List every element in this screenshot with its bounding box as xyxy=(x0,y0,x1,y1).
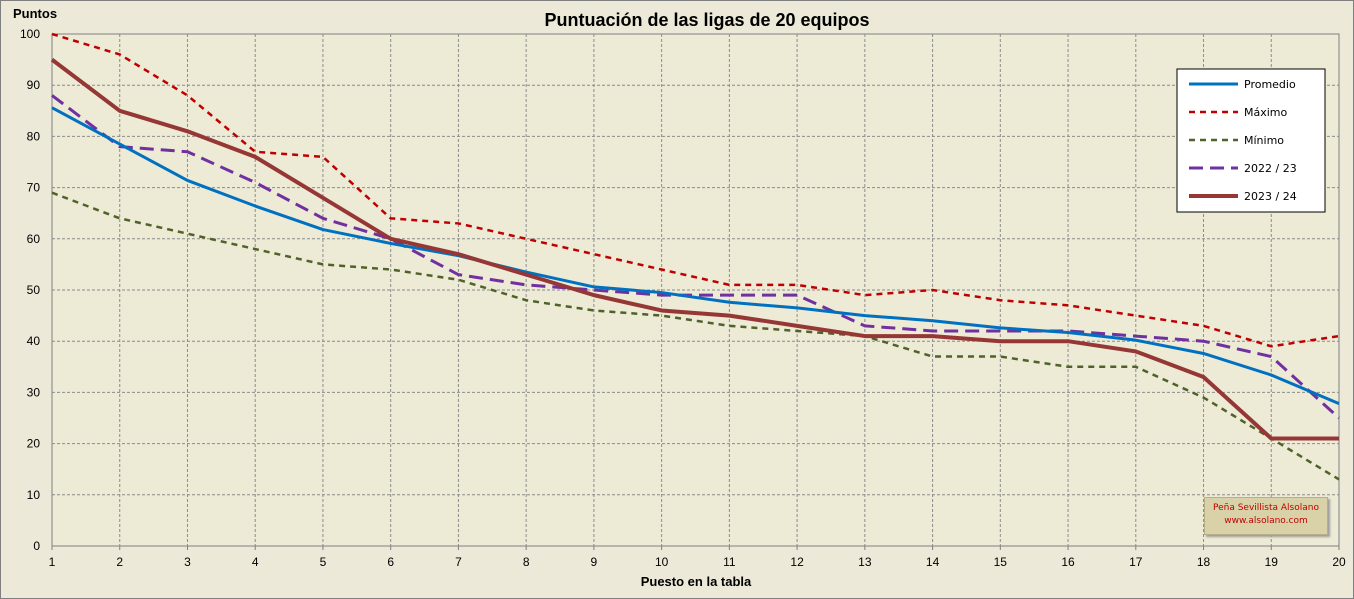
y-axis-title: Puntos xyxy=(13,6,57,21)
y-tick-label: 80 xyxy=(27,129,41,143)
series-layer xyxy=(50,32,1341,481)
y-tick-label: 100 xyxy=(20,27,40,41)
y-tick-label: 50 xyxy=(27,283,41,297)
x-tick-label: 17 xyxy=(1129,555,1143,569)
x-tick-label: 15 xyxy=(994,555,1008,569)
y-tick-label: 60 xyxy=(27,232,41,246)
y-tick-label: 40 xyxy=(27,334,41,348)
gridlines xyxy=(51,34,1340,550)
x-tick-label: 1 xyxy=(49,555,56,569)
y-tick-label: 0 xyxy=(33,539,40,553)
series-line-m-nimo xyxy=(51,191,1340,481)
credit-url: www.alsolano.com xyxy=(1224,516,1308,526)
x-tick-label: 2 xyxy=(116,555,123,569)
y-tick-label: 90 xyxy=(27,78,41,92)
credit-box: Peña Sevillista Alsolano www.alsolano.co… xyxy=(1204,497,1328,535)
legend-label: Máximo xyxy=(1244,106,1288,119)
x-tick-label: 16 xyxy=(1061,555,1075,569)
legend-label: Promedio xyxy=(1244,78,1296,91)
x-tick-label: 8 xyxy=(523,555,530,569)
x-tick-label: 12 xyxy=(790,555,804,569)
legend-label: Mínimo xyxy=(1244,134,1284,147)
x-tick-label: 4 xyxy=(252,555,259,569)
legend: Promedio Máximo Mínimo 2022 / 23 2023 / 24 xyxy=(1176,68,1326,213)
x-tick-label: 10 xyxy=(655,555,669,569)
y-tick-label: 20 xyxy=(27,437,41,451)
x-tick-label: 18 xyxy=(1197,555,1211,569)
x-tick-label: 14 xyxy=(926,555,940,569)
x-tick-label: 6 xyxy=(387,555,394,569)
y-tick-label: 70 xyxy=(27,181,41,195)
y-tick-label: 10 xyxy=(27,488,41,502)
series-line-2022-23 xyxy=(51,94,1341,420)
x-tick-label: 11 xyxy=(723,555,736,569)
chart-title: Puntuación de las ligas de 20 equipos xyxy=(544,10,869,30)
credit-name: Peña Sevillista Alsolano xyxy=(1213,503,1319,513)
x-tick-label: 3 xyxy=(184,555,191,569)
y-tick-label: 30 xyxy=(27,385,41,399)
series-line-2023-24 xyxy=(50,58,1339,441)
legend-label: 2022 / 23 xyxy=(1244,162,1297,175)
x-tick-label: 13 xyxy=(858,555,872,569)
x-tick-label: 19 xyxy=(1265,555,1279,569)
x-tick-label: 7 xyxy=(455,555,462,569)
x-tick-label: 9 xyxy=(591,555,598,569)
series-line-promedio xyxy=(51,106,1340,406)
x-tick-label: 20 xyxy=(1332,555,1346,569)
x-axis-title: Puesto en la tabla xyxy=(641,574,752,589)
x-tick-label: 5 xyxy=(320,555,327,569)
legend-label: 2023 / 24 xyxy=(1244,190,1297,203)
plot-area xyxy=(51,33,1340,547)
series-line-m-ximo xyxy=(51,32,1340,348)
